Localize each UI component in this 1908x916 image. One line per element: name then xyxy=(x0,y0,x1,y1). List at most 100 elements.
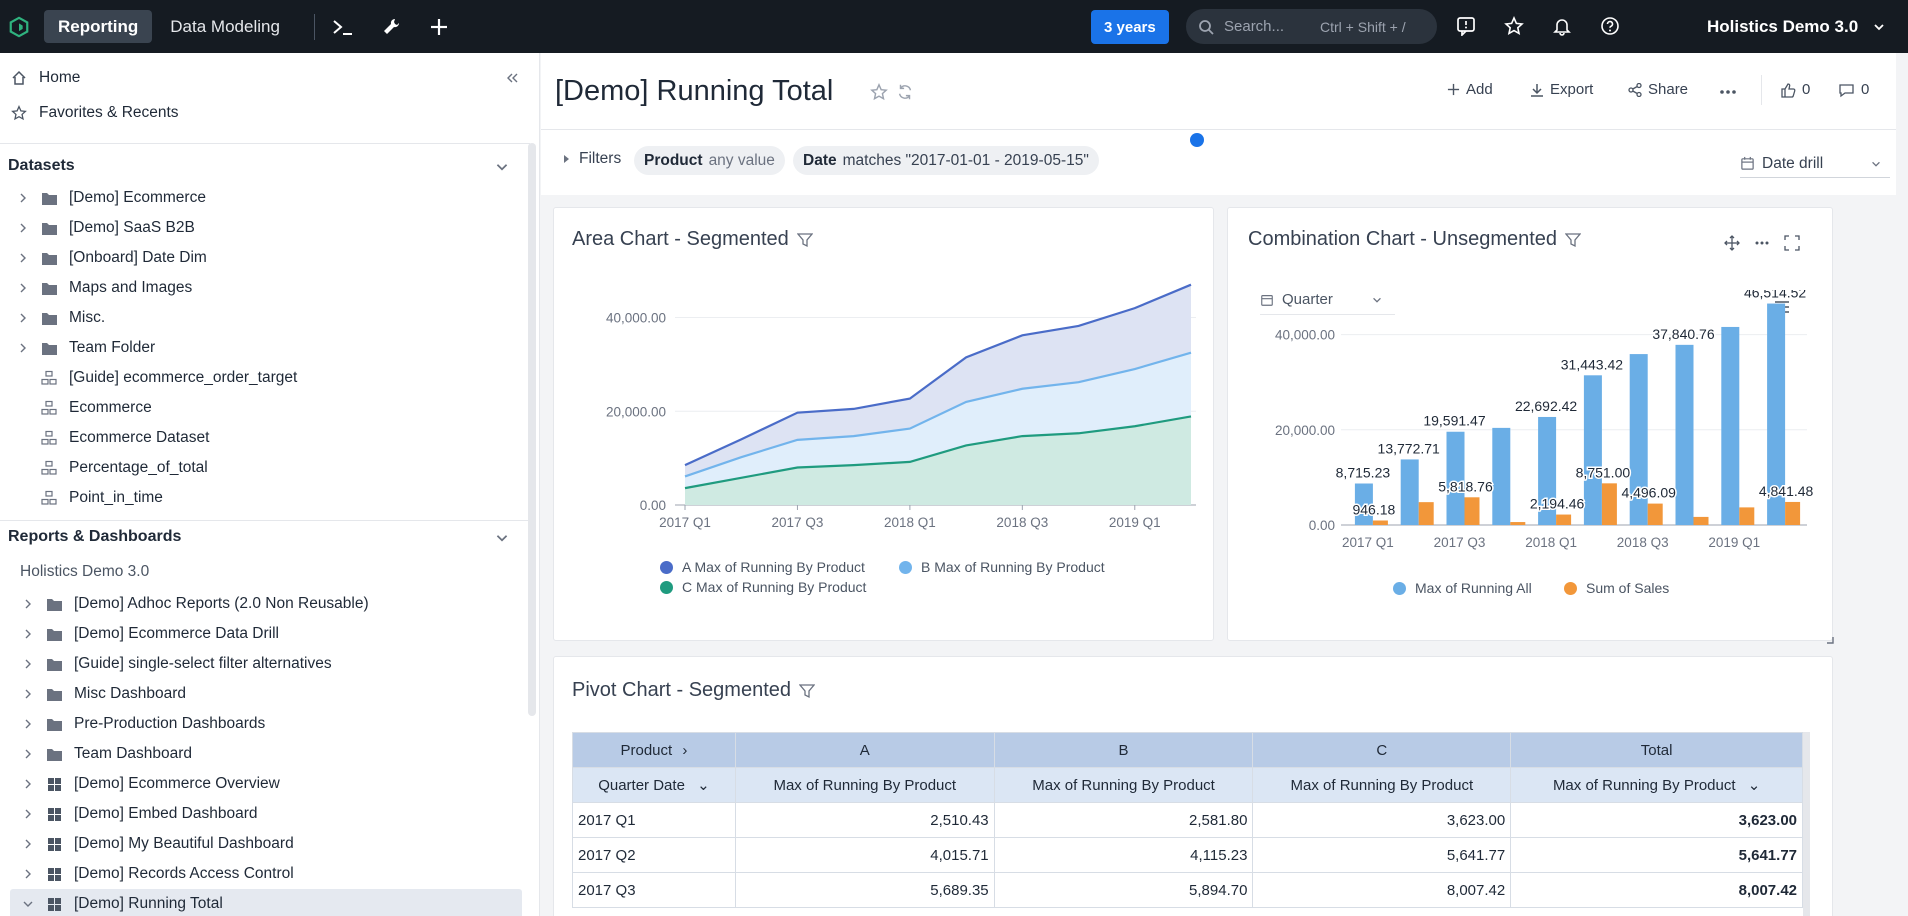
sidebar-folder-item[interactable]: [Demo] Ecommerce Data Drill xyxy=(21,619,279,649)
caret-right-icon[interactable] xyxy=(16,283,30,293)
chevron-down-icon[interactable] xyxy=(494,159,510,175)
caret-right-icon[interactable] xyxy=(21,599,35,609)
pivot-scrollbar[interactable] xyxy=(1803,732,1810,916)
sidebar-scrollbar[interactable] xyxy=(528,143,536,716)
sidebar-folder-item[interactable]: [Demo] Adhoc Reports (2.0 Non Reusable) xyxy=(21,589,369,619)
caret-right-icon[interactable] xyxy=(16,253,30,263)
caret-right-icon[interactable] xyxy=(21,869,35,879)
legend-item-c[interactable]: C Max of Running By Product xyxy=(660,579,866,595)
caret-right-icon[interactable] xyxy=(21,629,35,639)
favorite-star-icon[interactable] xyxy=(870,83,888,101)
like-button[interactable]: 0 xyxy=(1780,81,1810,98)
add-button[interactable]: Add xyxy=(1447,81,1493,98)
sidebar-folder-item[interactable]: Misc. xyxy=(16,303,105,333)
export-button[interactable]: Export xyxy=(1530,81,1593,98)
sidebar-dataset-item[interactable]: Point_in_time xyxy=(40,483,163,513)
legend-item-sum-of-sales[interactable]: Sum of Sales xyxy=(1564,580,1669,596)
sidebar-folder-item[interactable]: Team Folder xyxy=(16,333,155,363)
caret-right-icon[interactable] xyxy=(21,719,35,729)
sidebar-dashboard-item[interactable]: [Demo] Embed Dashboard xyxy=(21,799,258,829)
measure-header[interactable]: Max of Running By Product ⌄ xyxy=(1510,767,1803,803)
comments-button[interactable]: 0 xyxy=(1838,81,1869,98)
sidebar-folder-item[interactable]: [Demo] SaaS B2B xyxy=(16,213,195,243)
date-filter-chip[interactable]: Date matches "2017-01-01 - 2019-05-15" xyxy=(793,146,1099,175)
data-label-sum-of-sales: 4,496.09 xyxy=(1621,485,1676,501)
caret-down-icon[interactable] xyxy=(21,899,35,909)
filter-name: Date xyxy=(803,151,837,169)
expand-icon[interactable] xyxy=(1784,235,1800,251)
sidebar-dashboard-item[interactable]: [Demo] Ecommerce Overview xyxy=(21,769,280,799)
sidebar-folder-item[interactable]: Team Dashboard xyxy=(21,739,192,769)
caret-right-icon[interactable] xyxy=(21,689,35,699)
sidebar-folder-item[interactable]: [Onboard] Date Dim xyxy=(16,243,207,273)
date-range-badge[interactable]: 3 years xyxy=(1091,10,1169,44)
filter-icon[interactable] xyxy=(796,232,813,248)
datasets-section-title[interactable]: Datasets xyxy=(8,157,75,174)
caret-right-icon[interactable] xyxy=(21,779,35,789)
legend-item-running-all[interactable]: Max of Running All xyxy=(1393,580,1532,596)
sidebar-dashboard-item[interactable]: [Demo] My Beautiful Dashboard xyxy=(21,829,294,859)
more-options-icon[interactable] xyxy=(1719,89,1737,95)
legend-item-b[interactable]: B Max of Running By Product xyxy=(899,559,1105,575)
page-scrollbar[interactable] xyxy=(1896,53,1908,916)
workspace-folder-label[interactable]: Holistics Demo 3.0 xyxy=(20,563,150,580)
caret-right-icon[interactable] xyxy=(16,313,30,323)
caret-right-icon[interactable] xyxy=(21,809,35,819)
sidebar-dashboard-item[interactable]: [Demo] Records Access Control xyxy=(21,859,294,889)
data-label-running-all: 13,772.71 xyxy=(1378,440,1440,456)
caret-right-icon[interactable] xyxy=(16,223,30,233)
dataset-icon xyxy=(40,369,58,387)
collapse-sidebar-icon[interactable] xyxy=(505,71,519,85)
sidebar-folder-item[interactable]: Maps and Images xyxy=(16,273,192,303)
cell-c: 5,641.77 xyxy=(1252,837,1512,873)
sidebar-dataset-item[interactable]: Percentage_of_total xyxy=(40,453,208,483)
filter-icon[interactable] xyxy=(1565,232,1582,248)
search-input[interactable]: Search... Ctrl + Shift + / xyxy=(1186,9,1437,44)
sidebar-folder-item[interactable]: Misc Dashboard xyxy=(21,679,186,709)
filter-icon[interactable] xyxy=(799,683,815,699)
sidebar-dashboard-item[interactable]: [Demo] Running Total xyxy=(21,889,223,916)
row-dimension-header[interactable]: Product › xyxy=(572,732,736,768)
caret-right-icon[interactable] xyxy=(21,839,35,849)
help-icon[interactable] xyxy=(1598,14,1622,38)
chevron-down-icon[interactable] xyxy=(494,530,510,546)
refresh-icon[interactable] xyxy=(896,83,914,101)
x-tick-label: 2017 Q1 xyxy=(1342,535,1394,550)
plus-icon[interactable] xyxy=(427,15,451,39)
caret-right-icon[interactable] xyxy=(16,193,30,203)
sidebar-dataset-item[interactable]: Ecommerce xyxy=(40,393,152,423)
folder-icon xyxy=(45,655,63,673)
sidebar-dataset-item[interactable]: [Guide] ecommerce_order_target xyxy=(40,363,297,393)
caret-right-icon[interactable] xyxy=(21,749,35,759)
resize-handle-icon[interactable] xyxy=(1826,636,1834,644)
caret-right-icon[interactable] xyxy=(21,659,35,669)
data-label-running-all: 46,514.52 xyxy=(1744,290,1806,301)
wrench-icon[interactable] xyxy=(379,15,403,39)
share-button[interactable]: Share xyxy=(1628,81,1688,98)
date-column-header[interactable]: Quarter Date ⌄ xyxy=(572,767,736,803)
legend-item-a[interactable]: A Max of Running By Product xyxy=(660,559,865,575)
tab-data-modeling[interactable]: Data Modeling xyxy=(170,16,280,36)
product-filter-chip[interactable]: Product any value xyxy=(634,146,785,175)
bell-icon[interactable] xyxy=(1550,14,1574,38)
date-drill-select[interactable]: Date drill xyxy=(1740,150,1890,178)
tab-reporting[interactable]: Reporting xyxy=(44,10,153,43)
sidebar-item-favorites[interactable]: Favorites & Recents xyxy=(10,98,179,128)
sidebar-item-home[interactable]: Home xyxy=(10,63,80,93)
more-options-icon[interactable] xyxy=(1754,235,1770,251)
granularity-select[interactable]: Quarter xyxy=(1260,285,1395,315)
sidebar-dataset-item[interactable]: Ecommerce Dataset xyxy=(40,423,209,453)
filters-toggle[interactable]: Filters xyxy=(561,150,621,168)
star-icon[interactable] xyxy=(1502,14,1526,38)
terminal-icon[interactable] xyxy=(331,15,355,39)
reports-section-title[interactable]: Reports & Dashboards xyxy=(8,528,182,545)
cell-a: 5,689.35 xyxy=(734,872,995,908)
sidebar-folder-item[interactable]: [Guide] single-select filter alternative… xyxy=(21,649,332,679)
sidebar-folder-item[interactable]: Pre-Production Dashboards xyxy=(21,709,265,739)
caret-right-icon[interactable] xyxy=(16,343,30,353)
move-icon[interactable] xyxy=(1724,235,1740,251)
holistics-logo-icon[interactable] xyxy=(8,16,30,38)
feedback-icon[interactable] xyxy=(1454,14,1478,38)
sidebar-folder-item[interactable]: [Demo] Ecommerce xyxy=(16,183,206,213)
workspace-switcher[interactable]: Holistics Demo 3.0 xyxy=(1707,0,1886,53)
